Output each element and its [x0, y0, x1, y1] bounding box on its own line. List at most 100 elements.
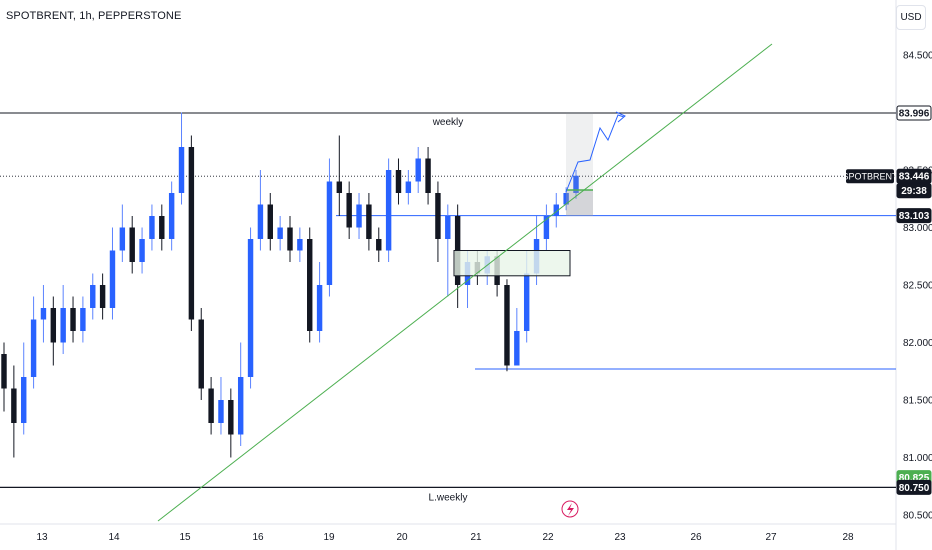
candle [514, 308, 520, 366]
candle-body [1, 354, 7, 389]
candle [208, 377, 214, 435]
candlestick-series [1, 112, 579, 458]
candle [336, 135, 343, 216]
y-tick-label: 83.000 [903, 223, 932, 234]
price-tag: 29:38 [896, 183, 932, 199]
candle-body [435, 193, 441, 239]
candle [445, 204, 451, 297]
candle-body [159, 216, 165, 239]
candle [395, 158, 402, 205]
candle [435, 181, 441, 262]
candle-body [168, 193, 175, 239]
candle [504, 279, 510, 372]
candle-body [139, 239, 145, 262]
candle [50, 296, 57, 366]
candle [178, 112, 185, 205]
candle [60, 285, 66, 354]
candle-body [514, 331, 520, 366]
candle [228, 388, 234, 458]
x-tick-label: 26 [690, 532, 702, 543]
candle [415, 147, 421, 193]
candle [385, 158, 392, 262]
candle-body [149, 216, 155, 239]
candle [553, 193, 559, 228]
price-tag: SPOTBRENT [842, 169, 898, 184]
candle-body [119, 227, 126, 251]
y-tick-label: 81.000 [903, 453, 932, 464]
candle [109, 227, 116, 320]
candle-body [425, 158, 431, 193]
price-tag: 83.103 [896, 208, 932, 224]
candle-body [395, 170, 402, 193]
projection-path [565, 114, 625, 193]
candle-body [21, 377, 27, 423]
candle [139, 227, 145, 274]
candle [218, 377, 224, 435]
candle-body [218, 400, 224, 423]
candle-body [385, 170, 392, 251]
projection-range-box [566, 112, 593, 216]
ascending-trendline [157, 43, 773, 522]
candle-body [11, 388, 17, 423]
symbol-title: SPOTBRENT, 1h, PEPPERSTONE [6, 10, 182, 22]
currency-button[interactable]: USD [896, 5, 926, 30]
candle-body [356, 204, 362, 228]
price-tag-bg [896, 183, 932, 199]
candle [247, 227, 254, 389]
candle [90, 273, 96, 320]
candle [257, 170, 264, 251]
horizontal-levels: weekly L.weekly [0, 112, 896, 503]
candle-body [70, 308, 76, 331]
price-tag-label: 80.825 [899, 473, 930, 484]
x-tick-label: 15 [179, 532, 191, 543]
candle [159, 204, 165, 251]
candle [316, 262, 323, 343]
candle-body [376, 239, 382, 251]
lightning-icon-bolt [567, 503, 574, 516]
lightning-icon [561, 500, 579, 518]
candle-body [405, 181, 412, 193]
candle [573, 170, 579, 199]
candle [80, 296, 86, 343]
candle-body [90, 285, 96, 308]
projection-stop-box [566, 190, 593, 216]
x-tick-label: 13 [36, 532, 48, 543]
candle [405, 170, 412, 205]
y-tick-label: 84.500 [903, 51, 932, 62]
candle [40, 285, 47, 343]
candle [119, 204, 126, 262]
x-tick-label: 21 [470, 532, 482, 543]
candle-body [40, 308, 47, 320]
candle-body [553, 204, 559, 216]
candle-body [237, 377, 244, 435]
price-axis: 84.50083.50083.00082.50082.00081.50081.0… [903, 51, 932, 522]
y-tick-label: 82.000 [903, 338, 932, 349]
candle [30, 296, 37, 389]
candle-body [563, 193, 569, 205]
price-tag: 83.446 [896, 168, 932, 184]
candle [543, 204, 550, 251]
candle [1, 342, 7, 412]
y-tick-label: 82.500 [903, 281, 932, 292]
candle-body [30, 319, 37, 377]
price-tag-bg [896, 208, 932, 224]
candle [326, 158, 333, 297]
x-tick-label: 28 [842, 532, 854, 543]
candle [277, 216, 283, 251]
candle [366, 193, 372, 251]
x-tick-label: 22 [542, 532, 554, 543]
candle [198, 308, 204, 400]
candle-body [504, 285, 510, 366]
price-tag-bg [896, 105, 932, 121]
chart-grid [0, 0, 897, 550]
y-tick-label: 80.500 [903, 511, 932, 522]
candle-body [336, 181, 343, 193]
candle-body [326, 181, 333, 285]
candle-body [257, 204, 264, 239]
candle [188, 135, 195, 331]
candle [346, 181, 352, 239]
y-tick-label: 81.500 [903, 396, 932, 407]
candle-body [316, 285, 323, 331]
chart-drawings [157, 43, 773, 522]
